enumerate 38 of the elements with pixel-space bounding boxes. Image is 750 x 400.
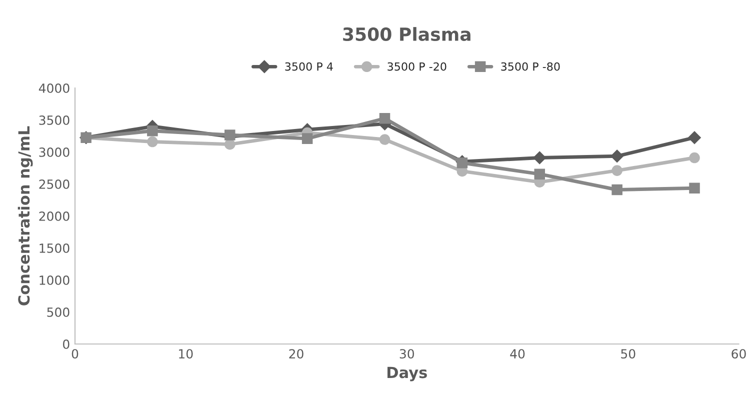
x-tick-label: 0 [72, 349, 78, 359]
point [379, 134, 390, 145]
point [147, 136, 158, 148]
point [224, 138, 236, 150]
x-tick-label: 50 [621, 349, 636, 359]
point [689, 182, 700, 194]
x-tick-label: 60 [732, 349, 746, 359]
x-tick-label: 30 [400, 349, 414, 359]
point [379, 113, 390, 124]
point [147, 126, 158, 136]
point [612, 165, 622, 176]
point [534, 168, 546, 180]
y-tick-label: 2500 [39, 179, 70, 189]
point [224, 130, 236, 140]
y-tick-label: 500 [47, 307, 70, 317]
y-tick-label: 3000 [39, 147, 70, 157]
y-axis-title: Concentration ng/mL [18, 126, 33, 306]
point [610, 150, 624, 163]
y-tick-label: 0 [63, 339, 70, 349]
y-tick-label: 3500 [39, 115, 70, 125]
point [612, 184, 622, 196]
point [689, 152, 700, 164]
y-tick-label: 2000 [39, 211, 70, 221]
chart-title: 3500 Plasma [343, 27, 470, 42]
y-tick-label: 4000 [38, 83, 70, 93]
y-tick-label: 1500 [40, 243, 70, 253]
x-axis-title: Days [387, 366, 427, 382]
point [456, 158, 468, 168]
legend-label: 3500 P -20 [388, 62, 446, 71]
point [688, 131, 701, 144]
x-tick-label: 40 [510, 349, 525, 359]
y-tick-label: 1000 [40, 275, 70, 285]
legend-label: 3500 P 4 [285, 62, 333, 71]
x-tick-label: 20 [289, 349, 304, 359]
point [533, 151, 546, 164]
point [302, 133, 313, 144]
x-tick-label: 10 [179, 349, 193, 359]
legend-label: 3500 P -80 [501, 62, 560, 71]
